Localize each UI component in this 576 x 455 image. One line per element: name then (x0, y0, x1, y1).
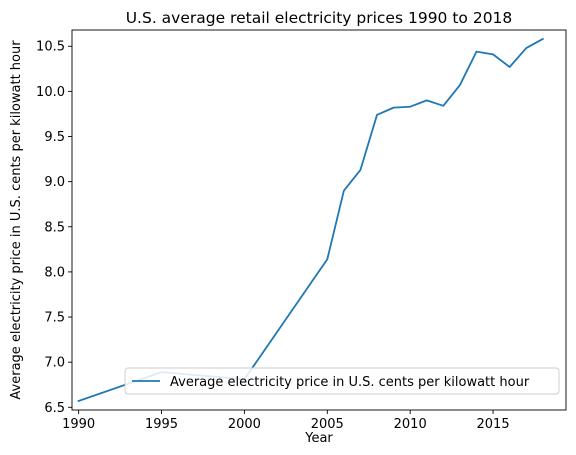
y-tick-label: 9.0 (44, 175, 65, 190)
x-axis-label: Year (304, 431, 333, 446)
y-tick-label: 7.0 (44, 356, 65, 371)
x-tick-label: 2000 (228, 417, 261, 432)
x-tick-label: 1995 (145, 417, 178, 432)
chart-title: U.S. average retail electricity prices 1… (126, 9, 513, 27)
y-tick-label: 8.5 (44, 220, 65, 235)
legend-box (124, 367, 560, 395)
y-axis: 6.5 7.0 7.5 8.0 8.5 9.0 9.5 10.0 10.5 (36, 40, 72, 416)
y-tick-label: 6.5 (44, 401, 65, 416)
y-tick-label: 10.0 (36, 85, 65, 100)
x-axis: 1990 1995 2000 2005 2010 2015 (62, 410, 510, 432)
y-tick-label: 8.0 (44, 265, 65, 280)
plot-background (72, 30, 566, 410)
y-tick-label: 9.5 (44, 130, 65, 145)
x-tick-label: 1990 (62, 417, 95, 432)
y-axis-label: Average electricity price in U.S. cents … (9, 40, 24, 400)
legend: Average electricity price in U.S. cents … (124, 367, 560, 395)
series-layer (77, 37, 545, 403)
legend-label: Average electricity price in U.S. cents … (170, 375, 530, 390)
y-tick-label: 7.5 (44, 311, 65, 326)
x-tick-label: 2010 (394, 417, 427, 432)
series-line (77, 37, 545, 403)
plot-frame (71, 29, 567, 411)
x-tick-label: 2015 (477, 417, 510, 432)
x-tick-label: 2005 (311, 417, 344, 432)
y-tick-label: 10.5 (36, 40, 65, 55)
